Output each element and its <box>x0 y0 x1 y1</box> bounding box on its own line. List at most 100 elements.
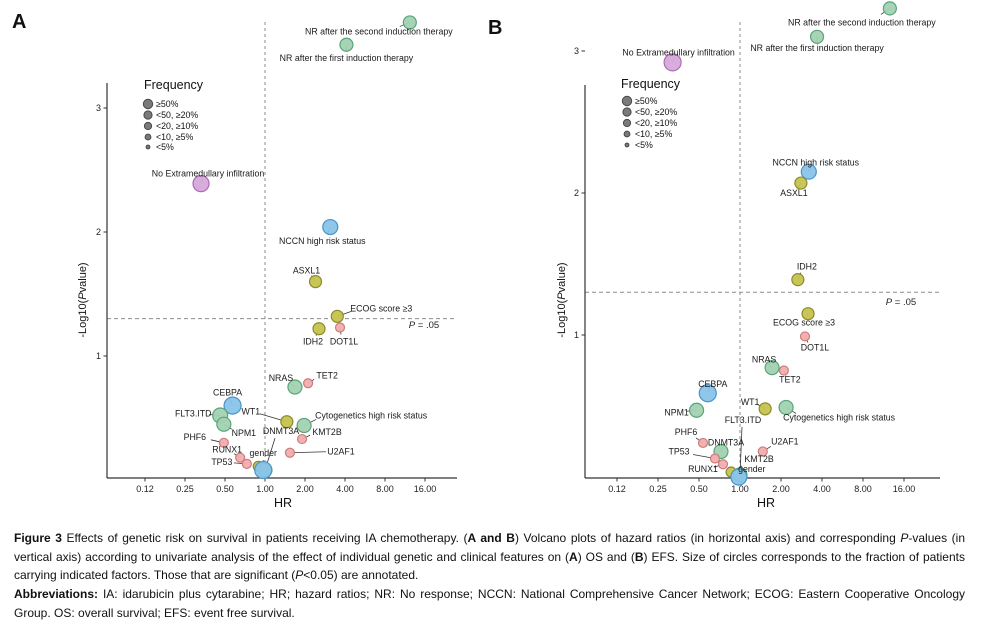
point-label-nras: NRAS <box>752 355 777 365</box>
point-label-dot1l: DOT1L <box>801 342 829 352</box>
legend-size-dot <box>622 118 632 128</box>
data-point-idh2 <box>791 273 805 287</box>
panel-letter-a: A <box>12 11 26 33</box>
data-point-nras <box>764 360 780 376</box>
data-point-nr-after-the-first-induction-therapy <box>339 37 354 52</box>
x-tick-label: 8.00 <box>376 484 394 494</box>
y-tick-label: 3 <box>96 103 101 113</box>
data-point-cebpa <box>698 384 717 403</box>
point-label-wt1: WT1 <box>741 397 760 407</box>
legend-size-dot <box>623 130 631 138</box>
point-label-dnmt3a: DNMT3A <box>708 437 744 447</box>
data-point-cytogenetics-high-risk-status <box>296 417 312 434</box>
point-label-nccn-high-risk-status: NCCN high risk status <box>279 236 366 246</box>
point-label-idh2: IDH2 <box>797 262 817 272</box>
data-point-nras <box>287 379 303 395</box>
x-tick-label: 4.00 <box>813 484 831 494</box>
data-point-wt1 <box>280 415 294 429</box>
data-point-ecog-score-3 <box>801 307 815 321</box>
volcano-panel-os: A P = .05 0.12 0.25 0.50 1.00 2.00 4.00 8.00 16.0… <box>12 11 457 510</box>
y-tick-label: 2 <box>96 227 101 237</box>
leader-line-flt3-itd <box>739 426 743 476</box>
data-point-nccn-high-risk-status <box>322 218 339 236</box>
legend-item-label: <10, ≥5% <box>635 129 673 139</box>
x-tick-label: 0.50 <box>216 484 234 494</box>
point-label-u2af1: U2AF1 <box>771 436 798 446</box>
data-point-gender <box>730 468 748 486</box>
legend-item-label: <50, ≥20% <box>156 110 198 120</box>
point-label-gender: gender <box>738 464 765 474</box>
y-tick-label: 1 <box>574 330 579 340</box>
point-label-npm1: NPM1 <box>664 407 689 417</box>
legend-item-label: <5% <box>156 142 174 152</box>
data-point-cebpa <box>223 396 242 415</box>
x-tick-label: 0.25 <box>176 484 194 494</box>
point-label-wt1: WT1 <box>242 407 261 417</box>
legend-title: Frequency <box>621 77 681 91</box>
data-point-no-extramedullary-infiltration <box>663 53 682 72</box>
point-label-tp53: TP53 <box>211 457 232 467</box>
data-point-asxl1 <box>794 176 808 190</box>
point-label-kmt2b: KMT2B <box>744 454 773 464</box>
legend-item-label: ≥50% <box>156 99 179 109</box>
point-label-nr-after-the-second-induction-therapy: NR after the second induction therapy <box>788 17 936 27</box>
point-label-nr-after-the-first-induction-therapy: NR after the first induction therapy <box>280 53 414 63</box>
x-tick-label: 16.00 <box>414 484 437 494</box>
legend-size-dot <box>143 121 153 131</box>
data-point-runx1 <box>717 459 729 470</box>
x-tick-label: 0.12 <box>608 484 626 494</box>
figure-caption: Figure 3 Effects of genetic risk on surv… <box>14 529 965 623</box>
legend-title: Frequency <box>144 78 204 92</box>
significance-label: P = .05 <box>886 297 916 308</box>
volcano-panel-efs: B P = .05 0.12 0.25 0.50 1.00 2.00 4.00 8.00 16.0… <box>488 1 940 510</box>
x-axis-title: HR <box>757 496 775 510</box>
point-label-asxl1: ASXL1 <box>780 188 807 198</box>
data-point-tet2 <box>302 378 314 389</box>
point-label-cytogenetics-high-risk-status: Cytogenetics high risk status <box>783 412 896 422</box>
data-point-u2af1 <box>757 446 768 457</box>
data-point-runx1 <box>235 452 246 463</box>
point-label-cebpa: CEBPA <box>698 379 727 389</box>
data-point-dot1l <box>799 331 811 342</box>
data-point-phf6 <box>218 437 229 448</box>
point-label-nccn-high-risk-status: NCCN high risk status <box>773 158 860 168</box>
point-label-runx1: RUNX1 <box>688 464 718 474</box>
x-tick-label: 8.00 <box>854 484 872 494</box>
x-tick-label: 4.00 <box>336 484 354 494</box>
data-point-tet2 <box>778 365 789 376</box>
legend-item-label: <10, ≥5% <box>156 132 194 142</box>
point-label-npm1: NPM1 <box>232 428 257 438</box>
data-point-u2af1 <box>284 447 296 458</box>
legend-size-dot <box>142 98 154 110</box>
data-point-npm1 <box>688 402 705 418</box>
point-label-cytogenetics-high-risk-status: Cytogenetics high risk status <box>315 410 428 420</box>
x-tick-label: 0.25 <box>649 484 667 494</box>
point-label-phf6: PHF6 <box>184 432 207 442</box>
point-label-idh2: IDH2 <box>303 337 323 347</box>
y-axis-title: -Log10(Pvalue) <box>77 262 89 337</box>
legend-size-dot <box>621 95 633 107</box>
legend-size-dot <box>145 144 151 150</box>
data-point-no-extramedullary-infiltration <box>192 175 210 193</box>
x-axis-title: HR <box>274 496 292 510</box>
caption-main: Figure 3 Effects of genetic risk on surv… <box>14 531 966 583</box>
y-tick-label: 3 <box>574 46 579 56</box>
data-point-gender <box>254 460 273 480</box>
data-point-tp53 <box>709 453 721 464</box>
legend-size-dot <box>624 142 630 148</box>
data-point-idh2 <box>312 322 326 336</box>
point-label-cebpa: CEBPA <box>213 388 242 398</box>
legend-size-dot <box>144 133 152 141</box>
y-axis-title: -Log10(Pvalue) <box>556 262 568 337</box>
data-point-wt1 <box>758 402 772 416</box>
panel-letter-b: B <box>488 17 502 39</box>
caption-abbreviations: Abbreviations: IA: idarubicin plus cytar… <box>14 587 965 620</box>
x-tick-label: 2.00 <box>296 484 314 494</box>
leader-line-u2af1 <box>289 451 326 454</box>
point-label-nras: NRAS <box>269 373 294 383</box>
point-label-tet2: TET2 <box>779 375 801 385</box>
point-label-flt3-itd: FLT3.ITD <box>175 409 212 419</box>
data-point-kmt2b <box>296 433 308 445</box>
x-tick-label: 16.00 <box>893 484 916 494</box>
point-label-gender: gender <box>250 448 277 458</box>
